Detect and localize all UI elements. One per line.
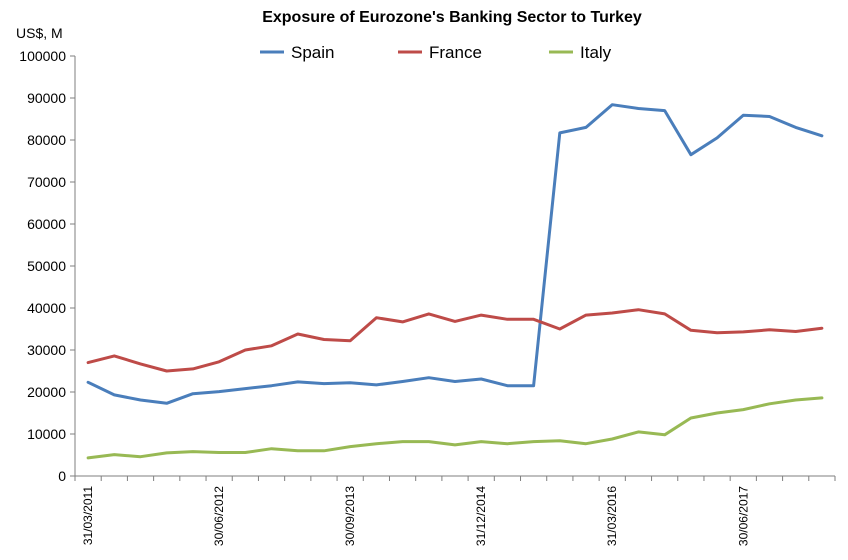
legend-label-france: France	[429, 43, 482, 62]
y-tick-label: 30000	[27, 342, 66, 358]
y-tick-label: 50000	[27, 258, 66, 274]
y-ticks: 0 10000 20000 30000 40000 50000 60000 70000 8000…	[19, 48, 75, 484]
legend-label-spain: Spain	[291, 43, 334, 62]
y-tick-label: 0	[58, 468, 66, 484]
x-tick-label: 30/09/2013	[343, 486, 357, 546]
series-group	[86, 103, 824, 460]
x-tick-label: 30/06/2012	[212, 486, 226, 546]
series-line-italy	[86, 396, 824, 460]
series-line-france	[86, 308, 824, 373]
y-tick-label: 10000	[27, 426, 66, 442]
x-tick-label: 31/12/2014	[474, 486, 488, 546]
y-tick-label: 90000	[27, 90, 66, 106]
legend-label-italy: Italy	[580, 43, 612, 62]
x-tick-label: 31/03/2011	[81, 486, 95, 545]
x-ticks: 31/03/2011 30/06/2012 30/09/2013 31/12/2014…	[74, 476, 836, 546]
y-tick-label: 40000	[27, 300, 66, 316]
y-axis-label: US$, M	[16, 25, 63, 41]
y-tick-label: 100000	[19, 48, 66, 64]
legend: Spain France Italy	[260, 43, 612, 62]
x-tick-label: 30/06/2017	[736, 486, 750, 546]
y-tick-label: 60000	[27, 216, 66, 232]
y-tick-label: 20000	[27, 384, 66, 400]
series-line-spain	[86, 103, 824, 405]
chart-title: Exposure of Eurozone's Banking Sector to…	[262, 9, 642, 26]
y-tick-label: 70000	[27, 174, 66, 190]
x-tick-label: 31/03/2016	[605, 486, 619, 546]
y-tick-label: 80000	[27, 132, 66, 148]
